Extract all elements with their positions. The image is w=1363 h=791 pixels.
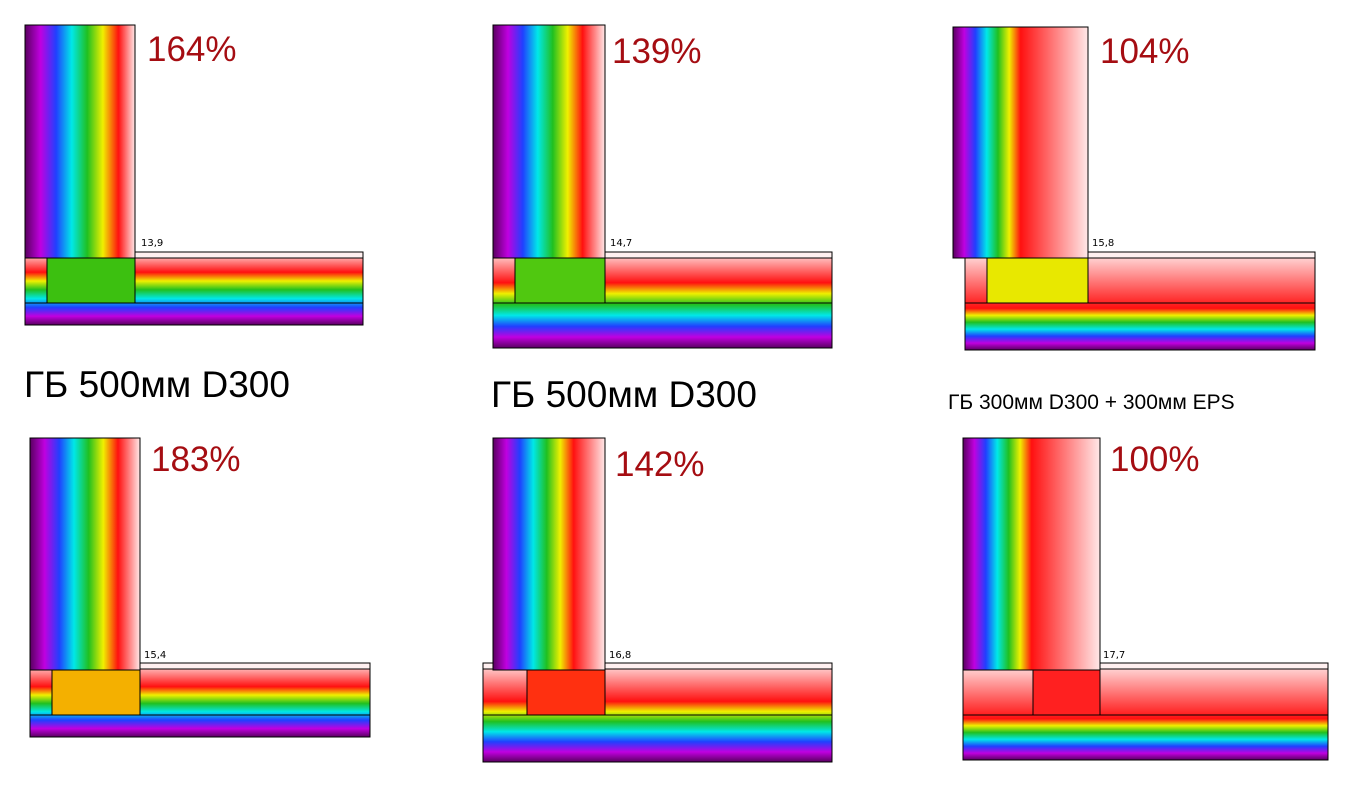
surface-temp-5: 16,8 <box>609 650 632 661</box>
surface-temp-6: 17,7 <box>1103 650 1126 661</box>
percent-label-6: 100% <box>1110 440 1200 479</box>
caption-2: ГБ 500мм D300 <box>491 374 757 415</box>
surface-temp-1: 13,9 <box>141 238 164 249</box>
wall-1 <box>24 24 136 259</box>
surface-temp-3: 15,8 <box>1092 238 1115 249</box>
percent-label-4: 183% <box>151 440 241 479</box>
corner-block-3 <box>986 257 1089 304</box>
corner-block-1 <box>46 257 136 304</box>
wall-6 <box>962 437 1101 671</box>
floor-finish-5 <box>482 662 833 670</box>
floor-slab-6 <box>962 662 1329 761</box>
surface-temp-4: 15,4 <box>144 650 167 661</box>
percent-label-1: 164% <box>147 30 237 69</box>
corner-block-6 <box>1032 669 1101 716</box>
wall-2 <box>492 24 606 259</box>
percent-label-5: 142% <box>615 445 705 484</box>
percent-label-2: 139% <box>612 32 702 71</box>
surface-temp-2: 14,7 <box>610 238 633 249</box>
wall-4 <box>29 437 141 671</box>
corner-block-2 <box>514 257 606 304</box>
corner-block-4 <box>51 669 141 716</box>
caption-1: ГБ 500мм D300 <box>24 364 290 405</box>
wall-3 <box>952 26 1089 259</box>
percent-label-3: 104% <box>1100 32 1190 71</box>
wall-5 <box>492 437 606 671</box>
corner-block-5 <box>526 669 606 716</box>
caption-3: ГБ 300мм D300 + 300мм EPS <box>948 391 1235 414</box>
